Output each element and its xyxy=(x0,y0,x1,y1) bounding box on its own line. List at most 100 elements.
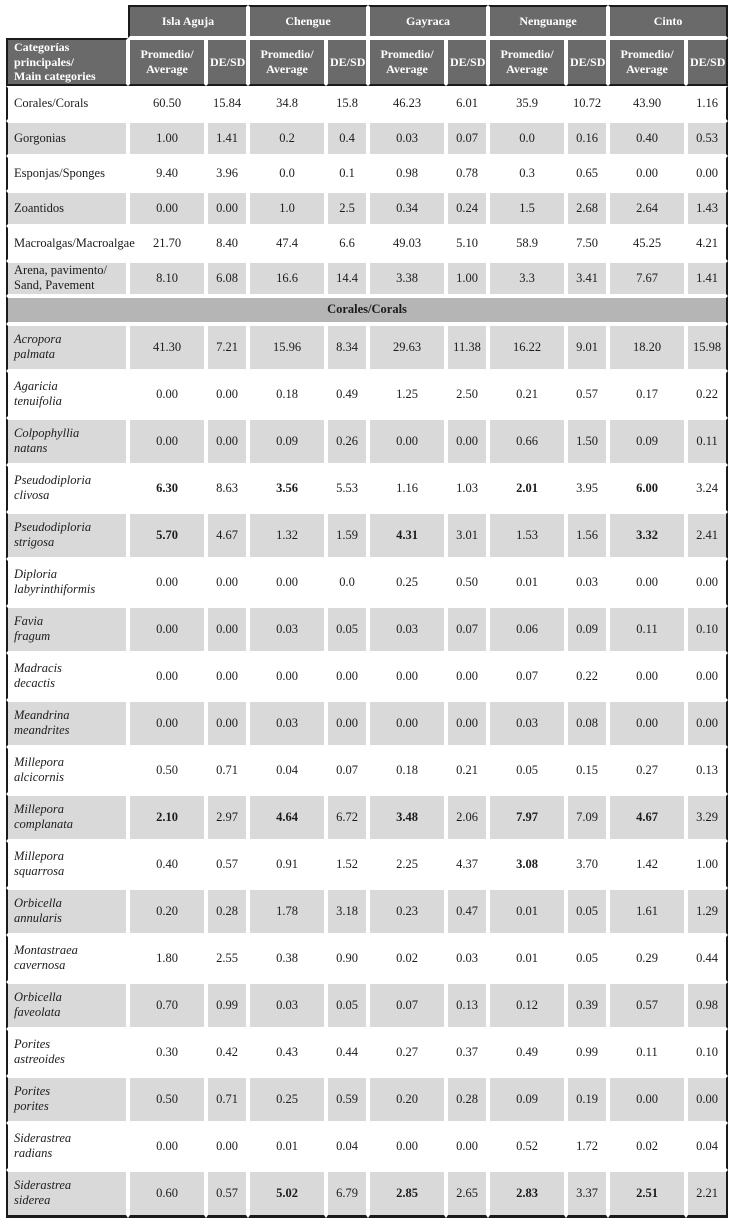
value-cell: 0.0 xyxy=(326,558,369,606)
value-cell: 34.8 xyxy=(248,85,327,121)
row-label-line: Porites xyxy=(14,1037,51,1052)
species-label: Porites porites xyxy=(6,1075,128,1123)
value-cell: 1.32 xyxy=(248,511,327,559)
species-row: Siderastrea radians 0.00 0.00 0.01 0.04 0.00 0.… xyxy=(6,1122,729,1170)
species-label: Diploria labyrinthiformis xyxy=(6,558,128,606)
value-cell: 0.52 xyxy=(488,1122,567,1170)
value-cell: 0.00 xyxy=(128,652,206,700)
value-cell: 9.01 xyxy=(566,323,609,371)
species-row: Millepora alcicornis 0.50 0.71 0.04 0.07 0.18 0… xyxy=(6,746,729,794)
sd-column-header: DE/SD xyxy=(566,38,609,86)
row-label-line: Siderastrea xyxy=(14,1178,72,1193)
value-cell: 3.24 xyxy=(686,464,729,512)
value-cell: 0.02 xyxy=(608,1122,687,1170)
value-cell: 0.57 xyxy=(206,840,249,888)
value-cell: 1.16 xyxy=(686,85,729,121)
value-cell: 3.48 xyxy=(368,793,447,841)
value-cell: 11.38 xyxy=(446,323,489,371)
value-cell: 0.16 xyxy=(566,120,609,156)
value-cell: 0.3 xyxy=(488,155,567,191)
value-cell: 0.44 xyxy=(326,1028,369,1076)
value-cell: 0.78 xyxy=(446,155,489,191)
value-cell: 35.9 xyxy=(488,85,567,121)
species-label: Siderastrea radians xyxy=(6,1122,128,1170)
value-cell: 9.40 xyxy=(128,155,206,191)
value-cell: 0.19 xyxy=(566,1075,609,1123)
average-header-line2: Average xyxy=(266,61,308,76)
value-cell: 0.20 xyxy=(128,887,206,935)
table-header: Isla Aguja Chengue Gayraca Nenguange Cin… xyxy=(6,5,729,86)
value-cell: 3.08 xyxy=(488,840,567,888)
value-cell: 7.67 xyxy=(608,260,687,296)
value-cell: 7.09 xyxy=(566,793,609,841)
value-cell: 2.97 xyxy=(206,793,249,841)
value-cell: 1.42 xyxy=(608,840,687,888)
species-label: Favia fragum xyxy=(6,605,128,653)
category-row: Gorgonias 1.00 1.41 0.2 0.4 0.03 0.07 0.0 0.16 0.… xyxy=(6,120,729,156)
row-label-line: complanata xyxy=(14,817,74,832)
row-label-line: Pseudodiploria xyxy=(14,473,92,488)
value-cell: 0.07 xyxy=(368,981,447,1029)
row-label-line: Millepora xyxy=(14,755,64,770)
value-cell: 0.05 xyxy=(488,746,567,794)
value-cell: 0.07 xyxy=(446,605,489,653)
value-cell: 0.37 xyxy=(446,1028,489,1076)
species-row: Montastraea cavernosa 1.80 2.55 0.38 0.90 0.02… xyxy=(6,934,729,982)
value-cell: 4.67 xyxy=(206,511,249,559)
row-label-line: Arena, pavimento/ xyxy=(14,263,108,278)
value-cell: 3.29 xyxy=(686,793,729,841)
value-cell: 0.00 xyxy=(206,558,249,606)
value-cell: 0.57 xyxy=(566,370,609,418)
value-cell: 0.98 xyxy=(686,981,729,1029)
value-cell: 15.96 xyxy=(248,323,327,371)
species-label: Colpophyllia natans xyxy=(6,417,128,465)
value-cell: 47.4 xyxy=(248,225,327,261)
row-label-line: meandrites xyxy=(14,723,70,738)
value-cell: 5.10 xyxy=(446,225,489,261)
value-cell: 0.13 xyxy=(446,981,489,1029)
row-label-line: Agaricia xyxy=(14,379,58,394)
species-row: Agaricia tenuifolia 0.00 0.00 0.18 0.49 1.25 2.… xyxy=(6,370,729,418)
value-cell: 1.16 xyxy=(368,464,447,512)
species-row: Pseudodiploria clivosa 6.30 8.63 3.56 5.53 1.1… xyxy=(6,464,729,512)
category-row: Corales/Corals 60.50 15.84 34.8 15.8 46.23 6.0… xyxy=(6,85,729,121)
value-cell: 5.70 xyxy=(128,511,206,559)
location-header-gayraca: Gayraca xyxy=(368,5,489,38)
value-cell: 0.07 xyxy=(488,652,567,700)
category-label: Arena, pavimento/Sand, Pavement xyxy=(6,260,128,296)
value-cell: 0.90 xyxy=(326,934,369,982)
value-cell: 2.68 xyxy=(566,190,609,226)
species-row: Pseudodiploria strigosa 5.70 4.67 1.32 1.59 4.… xyxy=(6,511,729,559)
value-cell: 0.10 xyxy=(686,1028,729,1076)
value-cell: 0.20 xyxy=(368,1075,447,1123)
sd-column-header: DE/SD xyxy=(686,38,729,86)
value-cell: 0.34 xyxy=(368,190,447,226)
value-cell: 0.43 xyxy=(248,1028,327,1076)
value-cell: 4.31 xyxy=(368,511,447,559)
value-cell: 0.11 xyxy=(686,417,729,465)
value-cell: 1.80 xyxy=(128,934,206,982)
value-cell: 8.34 xyxy=(326,323,369,371)
value-cell: 0.00 xyxy=(206,699,249,747)
value-cell: 0.99 xyxy=(566,1028,609,1076)
species-label: Porites astreoides xyxy=(6,1028,128,1076)
value-cell: 0.18 xyxy=(368,746,447,794)
row-label-line: radians xyxy=(14,1146,53,1161)
value-cell: 3.37 xyxy=(566,1169,609,1218)
value-cell: 0.00 xyxy=(128,558,206,606)
value-cell: 0.00 xyxy=(248,652,327,700)
species-row: Acropora palmata 41.30 7.21 15.96 8.34 29.63 11… xyxy=(6,323,729,371)
value-cell: 0.59 xyxy=(326,1075,369,1123)
row-label-line: faveolata xyxy=(14,1005,61,1020)
value-cell: 1.50 xyxy=(566,417,609,465)
value-cell: 2.51 xyxy=(608,1169,687,1218)
value-cell: 2.25 xyxy=(368,840,447,888)
value-cell: 3.95 xyxy=(566,464,609,512)
row-label-line: Porites xyxy=(14,1084,51,1099)
average-column-header: Promedio/ Average xyxy=(608,38,687,86)
value-cell: 0.01 xyxy=(488,887,567,935)
value-cell: 2.01 xyxy=(488,464,567,512)
row-label-line: squarrosa xyxy=(14,864,65,879)
value-cell: 0.18 xyxy=(248,370,327,418)
value-cell: 0.44 xyxy=(686,934,729,982)
